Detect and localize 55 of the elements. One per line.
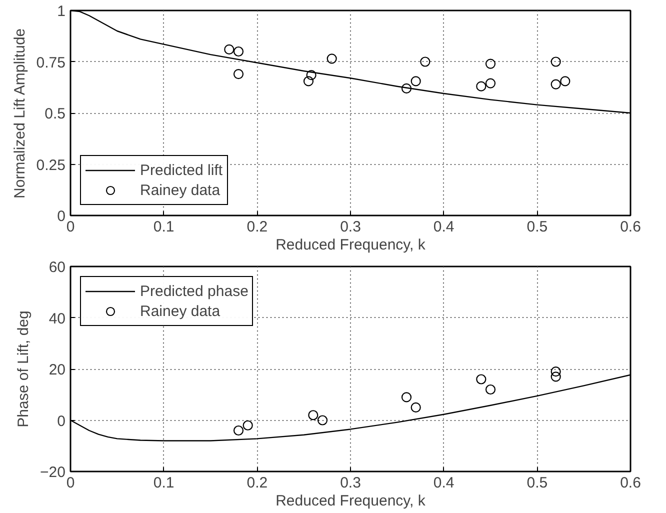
point xyxy=(485,384,496,395)
point xyxy=(303,76,314,86)
x-tick-label: 0.2 xyxy=(246,474,268,492)
x-tick-label: 0.1 xyxy=(153,474,174,492)
point xyxy=(224,44,234,54)
point xyxy=(317,415,328,426)
point xyxy=(550,56,561,67)
x-tick-label: 0.5 xyxy=(526,218,548,236)
y-tick-label: 0.75 xyxy=(36,54,66,72)
x-tick-label: 0.6 xyxy=(620,474,641,492)
y-tick-label: 0.5 xyxy=(44,106,66,122)
point xyxy=(233,69,244,80)
y-tick-label: −20 xyxy=(40,464,66,481)
point xyxy=(410,402,421,412)
x-tick-label: 0.3 xyxy=(340,474,361,492)
y-tick-label: 0.25 xyxy=(36,156,66,174)
point xyxy=(550,366,561,377)
point xyxy=(550,79,561,90)
point xyxy=(308,410,318,420)
point xyxy=(476,374,486,384)
y-tick-label: 60 xyxy=(48,259,66,276)
point xyxy=(476,81,486,92)
point xyxy=(401,83,412,94)
legend-label: Rainey data xyxy=(140,302,220,320)
y-axis-title: Phase of Lift, deg xyxy=(15,310,32,428)
point xyxy=(485,78,496,88)
point xyxy=(326,54,337,64)
y-tick-label: 1 xyxy=(57,3,66,20)
x-tick-label: 0.3 xyxy=(340,218,361,236)
point xyxy=(420,56,430,67)
x-tick-label: 0.2 xyxy=(246,218,268,236)
point xyxy=(485,58,496,69)
point xyxy=(233,425,244,436)
point xyxy=(306,70,316,80)
x-tick-label: 0.6 xyxy=(620,218,641,236)
point xyxy=(233,46,244,57)
y-tick-label: 40 xyxy=(48,310,66,328)
x-tick-label: 0.5 xyxy=(526,474,548,492)
y-axis-title: Normalized Lift Amplitude xyxy=(11,28,28,198)
x-tick-label: 0.1 xyxy=(153,218,174,236)
legend-label: Predicted phase xyxy=(140,282,248,300)
legend-label: Rainey data xyxy=(140,182,220,198)
point xyxy=(401,392,412,402)
y-tick-label: 0 xyxy=(57,412,66,430)
point xyxy=(550,372,561,382)
x-axis-title: Reduced Frequency, k xyxy=(276,492,426,510)
y-tick-label: 0 xyxy=(57,208,66,225)
point xyxy=(242,420,253,430)
legend-label: Predicted lift xyxy=(140,162,223,178)
x-tick-label: 0.4 xyxy=(433,218,454,236)
x-tick-label: 0.4 xyxy=(433,474,454,492)
y-tick-label: 20 xyxy=(48,362,66,378)
x-axis-title: Reduced Frequency, k xyxy=(276,236,426,254)
point xyxy=(410,76,421,86)
point xyxy=(560,76,570,86)
